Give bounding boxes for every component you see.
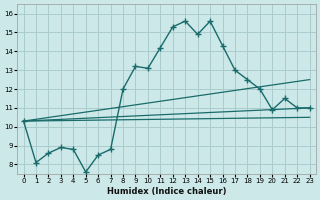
X-axis label: Humidex (Indice chaleur): Humidex (Indice chaleur) xyxy=(107,187,226,196)
